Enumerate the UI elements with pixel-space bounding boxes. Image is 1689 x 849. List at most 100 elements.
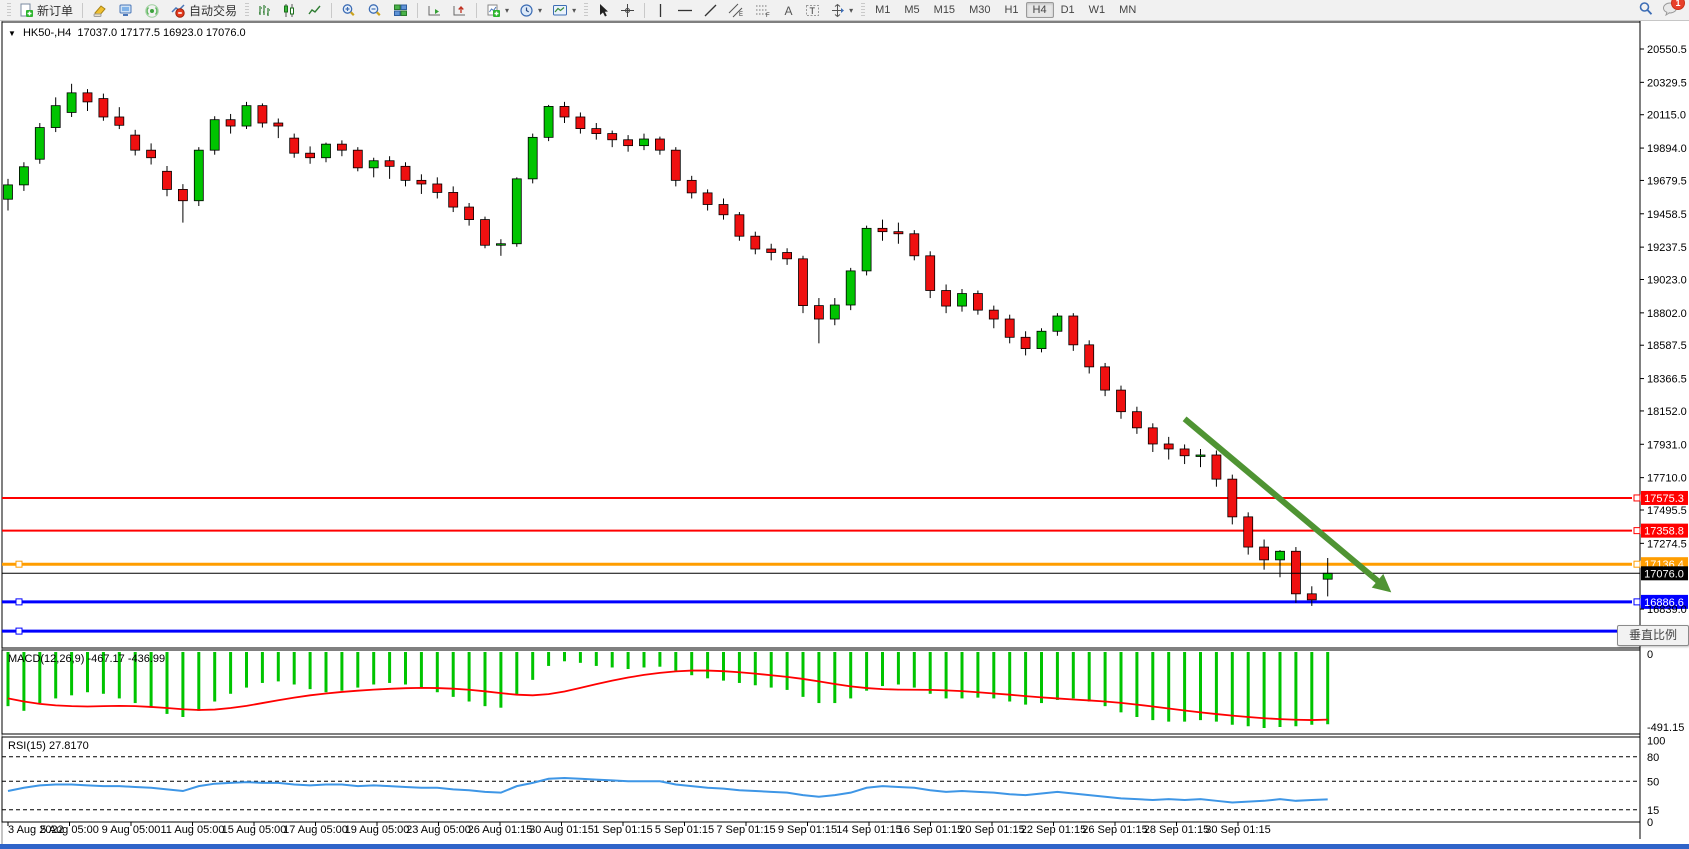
svg-text:17710.0: 17710.0 (1647, 473, 1687, 485)
chart-shift-button[interactable] (447, 1, 472, 20)
zoom-in-icon (341, 3, 357, 18)
svg-text:30 Sep 01:15: 30 Sep 01:15 (1205, 824, 1270, 836)
period-clock-icon (519, 3, 534, 18)
taskbar-strip[interactable] (0, 844, 1689, 849)
candle-body (448, 192, 459, 208)
candle-body (384, 160, 395, 167)
chat-button[interactable]: 1 (1662, 0, 1685, 19)
candle-body (130, 134, 141, 151)
symbol-collapse-icon[interactable]: ▼ (8, 29, 16, 38)
candle-body (66, 92, 77, 113)
candle-body (718, 204, 729, 216)
label-tool-button[interactable]: T (800, 1, 825, 20)
auto-scroll-icon (427, 3, 442, 18)
svg-text:18802.0: 18802.0 (1647, 308, 1687, 320)
trend-arrow-head (1371, 573, 1392, 593)
template-button[interactable]: ▾ (547, 1, 581, 20)
symbol-label[interactable]: ▼ HK50-,H4 17037.0 17177.5 16923.0 17076… (8, 27, 246, 39)
bar-chart-icon (257, 3, 272, 18)
line-chart-button[interactable] (302, 1, 327, 20)
svg-text:19023.0: 19023.0 (1647, 274, 1687, 286)
tf-m15[interactable]: M15 (933, 4, 956, 16)
tf-h4[interactable]: H4 (1025, 2, 1054, 18)
candle-body (814, 305, 824, 320)
candle-body (766, 248, 777, 253)
chart-shift-icon (452, 3, 467, 18)
svg-text:17 Aug 05:00: 17 Aug 05:00 (283, 824, 348, 836)
price-axis: 20550.5 20329.5 20115.0 19894.0 19679.5 19458… (1640, 44, 1687, 616)
svg-text:16886.6: 16886.6 (1644, 597, 1684, 609)
trendline-tool-button[interactable] (698, 1, 723, 20)
candle-body (829, 304, 840, 320)
equidistant-channel-tool-button[interactable]: E (723, 1, 750, 20)
candle-body (82, 92, 93, 103)
svg-text:28 Sep 01:15: 28 Sep 01:15 (1144, 824, 1209, 836)
candle-body (655, 138, 665, 151)
svg-text:0: 0 (1647, 649, 1653, 661)
vertical-line-tool-button[interactable] (649, 1, 672, 20)
svg-text:19458.5: 19458.5 (1647, 209, 1687, 221)
tf-mn[interactable]: MN (1119, 4, 1137, 16)
horizontal-line-tool-button[interactable] (672, 1, 698, 20)
zoom-in-button[interactable] (336, 1, 362, 20)
tf-m1[interactable]: M1 (875, 4, 891, 16)
text-tool-button[interactable]: A (777, 1, 800, 20)
zoom-out-button[interactable] (362, 1, 388, 20)
tile-windows-button[interactable] (388, 1, 413, 20)
fibonacci-tool-button[interactable]: F (750, 1, 777, 20)
candle-body (50, 105, 61, 128)
svg-text:80: 80 (1647, 752, 1659, 764)
candle-body (336, 143, 347, 151)
svg-text:-491.15: -491.15 (1647, 722, 1684, 734)
candle-body (1211, 454, 1222, 480)
bar-chart-button[interactable] (252, 1, 277, 20)
svg-text:A: A (785, 4, 793, 18)
svg-text:17358.8: 17358.8 (1644, 526, 1684, 538)
auto-scroll-button[interactable] (422, 1, 447, 20)
svg-text:17274.5: 17274.5 (1647, 538, 1687, 550)
tf-w1[interactable]: W1 (1088, 4, 1106, 16)
candle-body (1243, 516, 1254, 548)
chart-workspace: 17575.3 17358.8 17136.4 16886.6 17076.0 20550… (0, 21, 1689, 844)
candle-body (321, 143, 331, 159)
candle-body (575, 116, 586, 129)
svg-text:50: 50 (1647, 776, 1659, 788)
candle-body (607, 133, 618, 141)
candle-body (177, 189, 188, 202)
cursor-tool-button[interactable] (591, 1, 615, 20)
tf-m30[interactable]: M30 (969, 4, 991, 16)
svg-text:17076.0: 17076.0 (1644, 568, 1684, 580)
fibonacci-icon: F (755, 3, 772, 18)
svg-text:19 Aug 05:00: 19 Aug 05:00 (345, 824, 410, 836)
terminal-button[interactable] (113, 1, 139, 20)
svg-text:0: 0 (1647, 817, 1653, 829)
candle-body (511, 178, 522, 245)
svg-text:100: 100 (1647, 736, 1665, 748)
period-button[interactable]: ▾ (514, 1, 547, 20)
symbol-name: HK50-,H4 (22, 27, 72, 39)
candlestick-button[interactable] (277, 1, 302, 20)
search-icon[interactable] (1638, 1, 1654, 20)
tile-windows-icon (393, 3, 408, 18)
tf-h1[interactable]: H1 (1004, 4, 1019, 16)
svg-text:26 Sep 01:15: 26 Sep 01:15 (1082, 824, 1147, 836)
tf-m5[interactable]: M5 (904, 4, 920, 16)
chat-badge: 1 (1671, 0, 1685, 10)
new-order-button[interactable]: 新订单 (14, 0, 78, 21)
autotrade-button[interactable]: 自动交易 (165, 0, 242, 21)
market-depth-button[interactable] (87, 1, 113, 20)
line-handle (1633, 598, 1641, 606)
svg-text:14 Sep 01:15: 14 Sep 01:15 (836, 824, 901, 836)
new-order-icon (19, 3, 34, 18)
signals-button[interactable] (139, 1, 165, 20)
tf-d1[interactable]: D1 (1060, 4, 1075, 16)
chart-canvas[interactable]: 17575.317358.817136.416886.617076.020550… (0, 21, 1689, 844)
add-indicator-button[interactable]: ▾ (481, 1, 514, 20)
candle-body (623, 139, 633, 147)
candle-body (257, 105, 268, 124)
crosshair-tool-button[interactable] (615, 1, 640, 20)
arrows-tool-button[interactable]: ▾ (825, 1, 858, 20)
rsi-indicator-label: RSI(15) 27.8170 (8, 740, 89, 752)
svg-text:22 Sep 01:15: 22 Sep 01:15 (1021, 824, 1086, 836)
